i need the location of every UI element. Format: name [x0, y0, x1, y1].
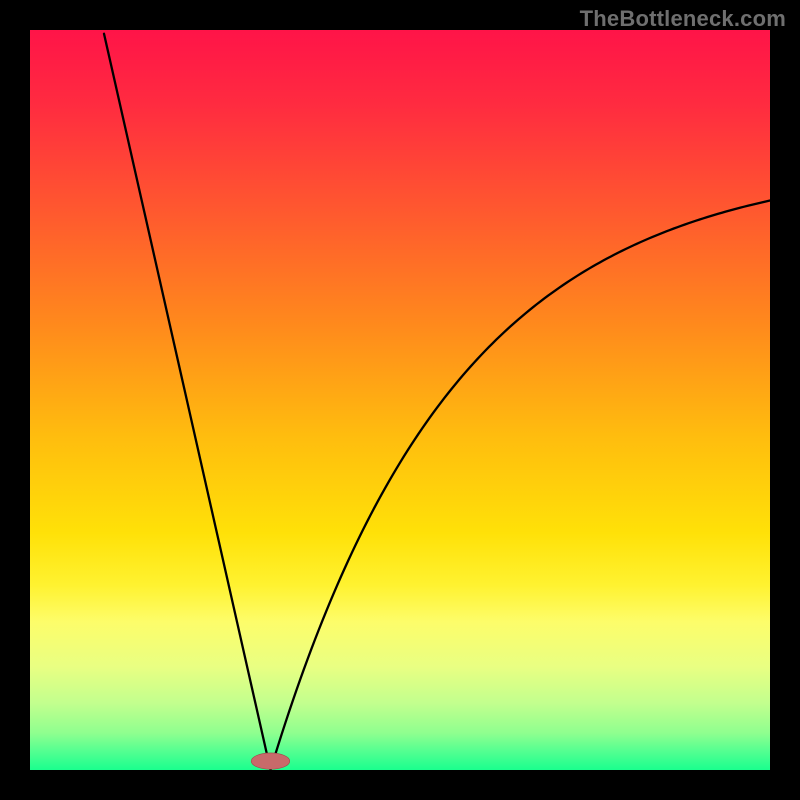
watermark-text: TheBottleneck.com [580, 6, 786, 32]
plot-gradient-background [30, 30, 770, 770]
bottleneck-chart [0, 0, 800, 800]
optimal-marker [251, 753, 289, 769]
chart-container: TheBottleneck.com [0, 0, 800, 800]
